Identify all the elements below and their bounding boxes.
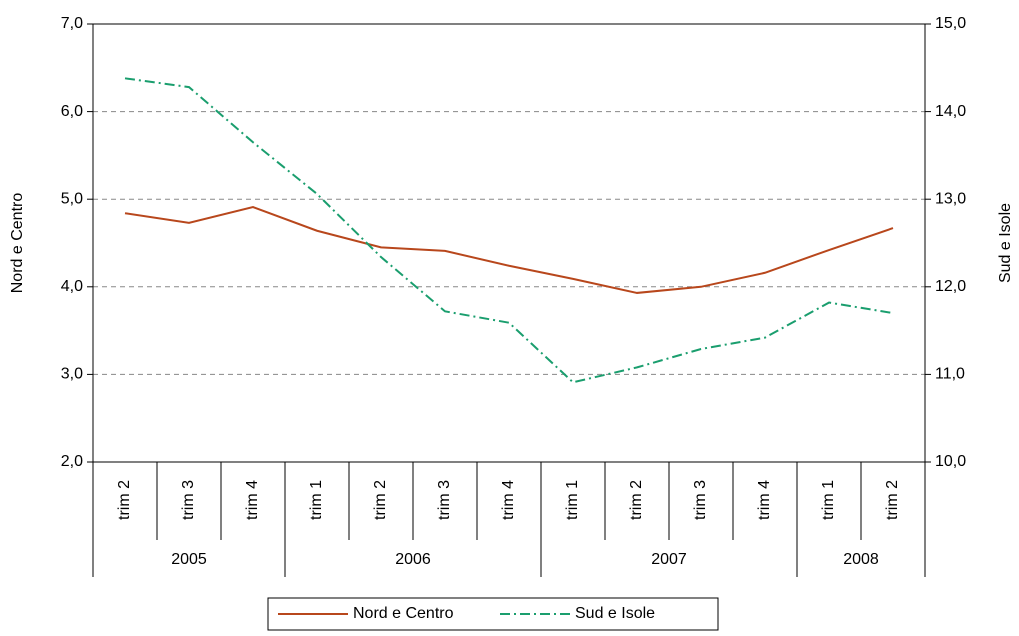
x-group-label: 2006 <box>395 551 431 568</box>
x-tick-label: trim 2 <box>372 480 389 520</box>
series-line <box>124 206 894 294</box>
x-group-label: 2005 <box>171 551 207 568</box>
y2-tick-label: 12,0 <box>935 278 966 295</box>
x-tick-label: trim 2 <box>628 480 645 520</box>
x-tick-label: trim 2 <box>884 480 901 520</box>
x-tick-label: trim 3 <box>436 480 453 520</box>
y2-tick-label: 13,0 <box>935 190 966 207</box>
y2-tick-label: 10,0 <box>935 453 966 470</box>
x-group-label: 2008 <box>843 551 879 568</box>
x-group-label: 2007 <box>651 551 687 568</box>
y-tick-label: 5,0 <box>61 190 83 207</box>
x-tick-label: trim 1 <box>820 480 837 520</box>
y-tick-label: 4,0 <box>61 278 83 295</box>
x-tick-label: trim 4 <box>500 480 517 520</box>
series-line <box>124 77 894 384</box>
x-tick-label: trim 3 <box>180 480 197 520</box>
legend-label: Nord e Centro <box>353 605 454 622</box>
x-tick-label: trim 4 <box>756 480 773 520</box>
y2-tick-label: 15,0 <box>935 15 966 32</box>
y2-axis-title: Sud e Isole <box>997 203 1014 283</box>
y-tick-label: 2,0 <box>61 453 83 470</box>
x-tick-label: trim 3 <box>692 480 709 520</box>
y2-tick-label: 14,0 <box>935 103 966 120</box>
y-tick-label: 3,0 <box>61 366 83 383</box>
x-tick-label: trim 1 <box>308 480 325 520</box>
plot-border <box>92 23 926 463</box>
y-tick-label: 6,0 <box>61 103 83 120</box>
x-tick-label: trim 4 <box>244 480 261 520</box>
x-tick-label: trim 1 <box>564 480 581 520</box>
y-tick-label: 7,0 <box>61 15 83 32</box>
legend-label: Sud e Isole <box>575 605 655 622</box>
y-axis-title: Nord e Centro <box>9 193 26 294</box>
y2-tick-label: 11,0 <box>935 366 965 383</box>
x-tick-label: trim 2 <box>116 480 133 520</box>
